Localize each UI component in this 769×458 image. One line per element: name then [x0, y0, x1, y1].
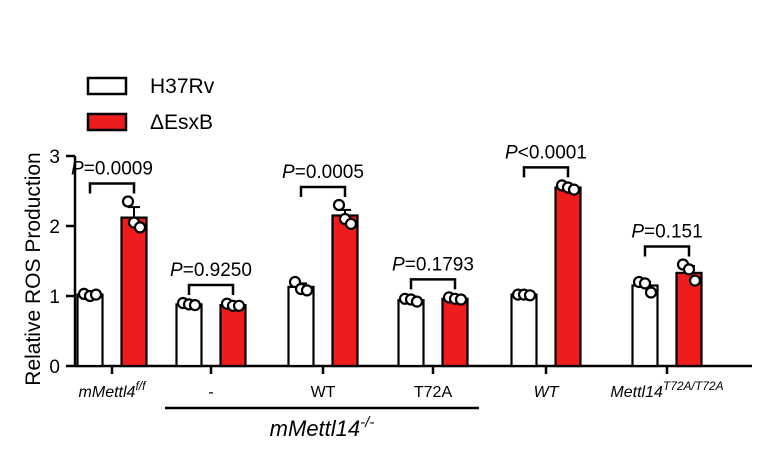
legend-swatch	[86, 76, 128, 96]
p-value-label: P<0.0001	[505, 142, 587, 163]
significance-bracket	[643, 245, 691, 257]
bar	[675, 271, 703, 368]
legend-swatch	[86, 112, 128, 132]
bar	[397, 299, 425, 368]
category-label: T72A	[414, 384, 453, 401]
p-value-label: P=0.0005	[282, 162, 364, 183]
significance-bracket	[187, 283, 235, 295]
bar	[631, 284, 659, 368]
p-value-label: P=0.9250	[170, 260, 252, 281]
category-label: WT	[534, 384, 560, 401]
data-point	[300, 284, 314, 297]
data-point	[89, 288, 103, 301]
legend-label: ΔEsxB	[150, 111, 213, 134]
y-tick-label: 1	[49, 287, 60, 308]
legend-label: H37Rv	[150, 75, 215, 98]
data-point	[410, 295, 424, 308]
bar	[120, 216, 148, 368]
category-label: mMettl4f/f	[79, 379, 148, 401]
p-value-label: P=0.151	[631, 222, 702, 243]
bar	[441, 297, 469, 368]
significance-bracket	[522, 166, 570, 178]
data-point	[638, 277, 652, 290]
data-point	[523, 289, 537, 302]
y-tick-label: 3	[49, 147, 60, 168]
bar	[331, 214, 359, 368]
legend: H37Rv ΔEsxB	[86, 75, 215, 134]
p-value-label: P=0.1793	[392, 254, 474, 275]
y-tick-label: 0	[49, 357, 60, 378]
bar	[219, 304, 247, 368]
group-bracket-label: mMettl14-/-	[270, 414, 375, 441]
data-point	[567, 183, 581, 196]
data-point	[232, 299, 246, 312]
data-point	[121, 195, 135, 208]
data-point	[332, 198, 346, 212]
data-point	[344, 217, 358, 230]
significance-bracket	[88, 182, 136, 194]
data-point	[682, 263, 696, 276]
bar	[510, 293, 538, 368]
data-point	[688, 274, 702, 287]
y-axis-label: Relative ROS Production	[22, 152, 45, 385]
bar	[76, 293, 104, 368]
bar	[175, 303, 203, 368]
category-label: WT	[311, 384, 336, 401]
data-point	[644, 286, 658, 299]
bar	[287, 285, 315, 368]
data-point	[133, 221, 147, 234]
significance-bracket	[299, 185, 347, 197]
data-point	[454, 293, 468, 306]
bar	[554, 186, 582, 368]
category-label: -	[208, 384, 213, 401]
annotations-layer: P=0.0009 P=0.9250 P=0.0005 P=0.1793 P<0.0001…	[71, 142, 703, 295]
bars-layer	[76, 179, 703, 368]
p-value-label: P=0.0009	[71, 159, 153, 180]
data-point	[188, 299, 202, 312]
category-label: Mettl14T72A/T72A	[610, 379, 723, 401]
y-tick-label: 2	[49, 217, 60, 238]
significance-bracket	[409, 278, 457, 290]
